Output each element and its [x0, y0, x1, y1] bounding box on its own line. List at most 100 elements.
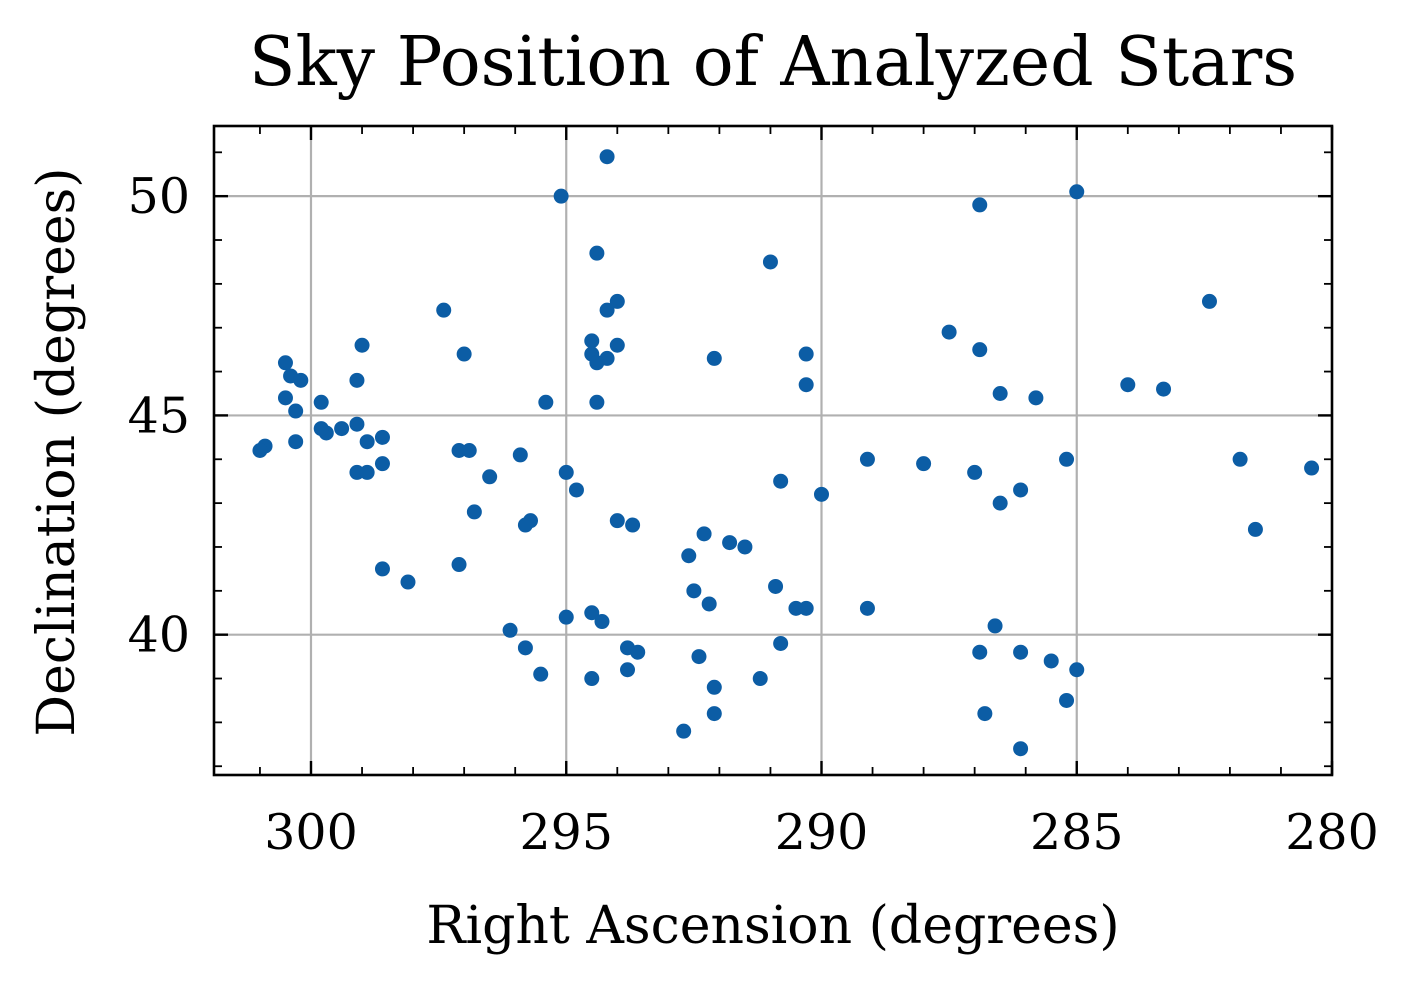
data-point	[558, 609, 574, 625]
data-point	[609, 293, 625, 309]
data-point	[359, 464, 375, 480]
grid-lines	[214, 126, 1332, 775]
data-point	[987, 618, 1003, 634]
data-point	[916, 456, 932, 472]
data-point	[594, 614, 610, 630]
data-point	[686, 583, 702, 599]
data-point	[451, 557, 467, 573]
data-point	[466, 504, 482, 520]
data-point	[762, 254, 778, 270]
x-tick-label: 280	[1285, 804, 1379, 861]
data-point	[1120, 377, 1136, 393]
data-point	[502, 622, 518, 638]
data-point	[553, 188, 569, 204]
data-point	[1013, 741, 1029, 757]
data-point	[252, 443, 268, 458]
axis-ticks	[214, 126, 1334, 775]
data-point	[436, 302, 452, 318]
data-point	[773, 635, 789, 651]
x-tick-label: 285	[1030, 804, 1124, 861]
data-point	[972, 342, 988, 358]
data-point	[1232, 451, 1248, 467]
data-point	[334, 421, 350, 437]
data-point	[1059, 451, 1075, 467]
data-point	[773, 473, 789, 489]
data-point	[589, 394, 605, 410]
data-point	[533, 666, 549, 682]
data-point	[293, 372, 309, 388]
data-point	[1156, 381, 1172, 397]
data-point	[1059, 692, 1075, 708]
data-point	[977, 706, 993, 722]
data-point	[798, 600, 814, 616]
data-point	[630, 644, 646, 660]
y-tick-label: 45	[128, 387, 190, 444]
data-point	[538, 394, 554, 410]
data-point	[584, 605, 600, 621]
data-point	[1304, 460, 1320, 476]
data-point	[584, 671, 600, 687]
data-point	[737, 539, 753, 555]
x-tick-label: 290	[775, 804, 869, 861]
y-axis-label: Declination (degrees)	[27, 167, 87, 736]
data-point	[589, 245, 605, 261]
data-point	[589, 355, 605, 371]
data-point	[681, 548, 697, 564]
data-point	[722, 535, 738, 551]
data-point	[813, 486, 829, 502]
data-point	[1013, 644, 1029, 660]
data-point	[517, 640, 533, 656]
data-point	[609, 337, 625, 353]
y-tick-label: 40	[128, 607, 190, 664]
plot-frame	[212, 124, 1334, 777]
data-point	[277, 390, 293, 406]
data-point	[752, 671, 768, 687]
data-point	[972, 644, 988, 660]
data-point	[706, 679, 722, 695]
data-point	[456, 346, 472, 362]
data-point	[701, 596, 717, 612]
chart-title: Sky Position of Analyzed Stars	[249, 23, 1297, 102]
data-point	[374, 456, 390, 472]
data-point	[706, 350, 722, 366]
data-point	[798, 377, 814, 393]
data-point	[482, 469, 498, 485]
data-point	[1013, 482, 1029, 498]
data-point	[768, 578, 784, 594]
data-point	[1201, 293, 1217, 309]
data-points	[252, 149, 1320, 757]
y-tick-label: 50	[128, 168, 190, 225]
data-point	[512, 447, 528, 463]
data-point	[558, 464, 574, 480]
data-point	[1069, 662, 1085, 678]
data-point	[696, 526, 712, 542]
data-point	[992, 495, 1008, 511]
x-axis-label: Right Ascension (degrees)	[426, 896, 1119, 956]
data-point	[798, 346, 814, 362]
data-point	[349, 372, 365, 388]
data-point	[941, 324, 957, 340]
data-point	[859, 451, 875, 467]
x-tick-label: 300	[264, 804, 358, 861]
data-point	[277, 355, 293, 371]
data-point	[354, 337, 370, 353]
data-point	[859, 600, 875, 616]
data-point	[584, 333, 600, 349]
data-point	[359, 434, 375, 450]
data-point	[288, 403, 304, 419]
data-point	[609, 513, 625, 529]
data-point	[992, 385, 1008, 401]
data-point	[1028, 390, 1044, 406]
data-point	[1247, 521, 1263, 537]
data-point	[972, 197, 988, 213]
data-point	[599, 302, 615, 318]
x-tick-label: 295	[519, 804, 613, 861]
data-point	[1043, 653, 1059, 669]
data-point	[625, 517, 641, 533]
data-point	[967, 464, 983, 480]
data-point	[517, 517, 533, 533]
data-point	[313, 421, 329, 437]
data-point	[313, 394, 329, 410]
data-point	[620, 662, 636, 678]
